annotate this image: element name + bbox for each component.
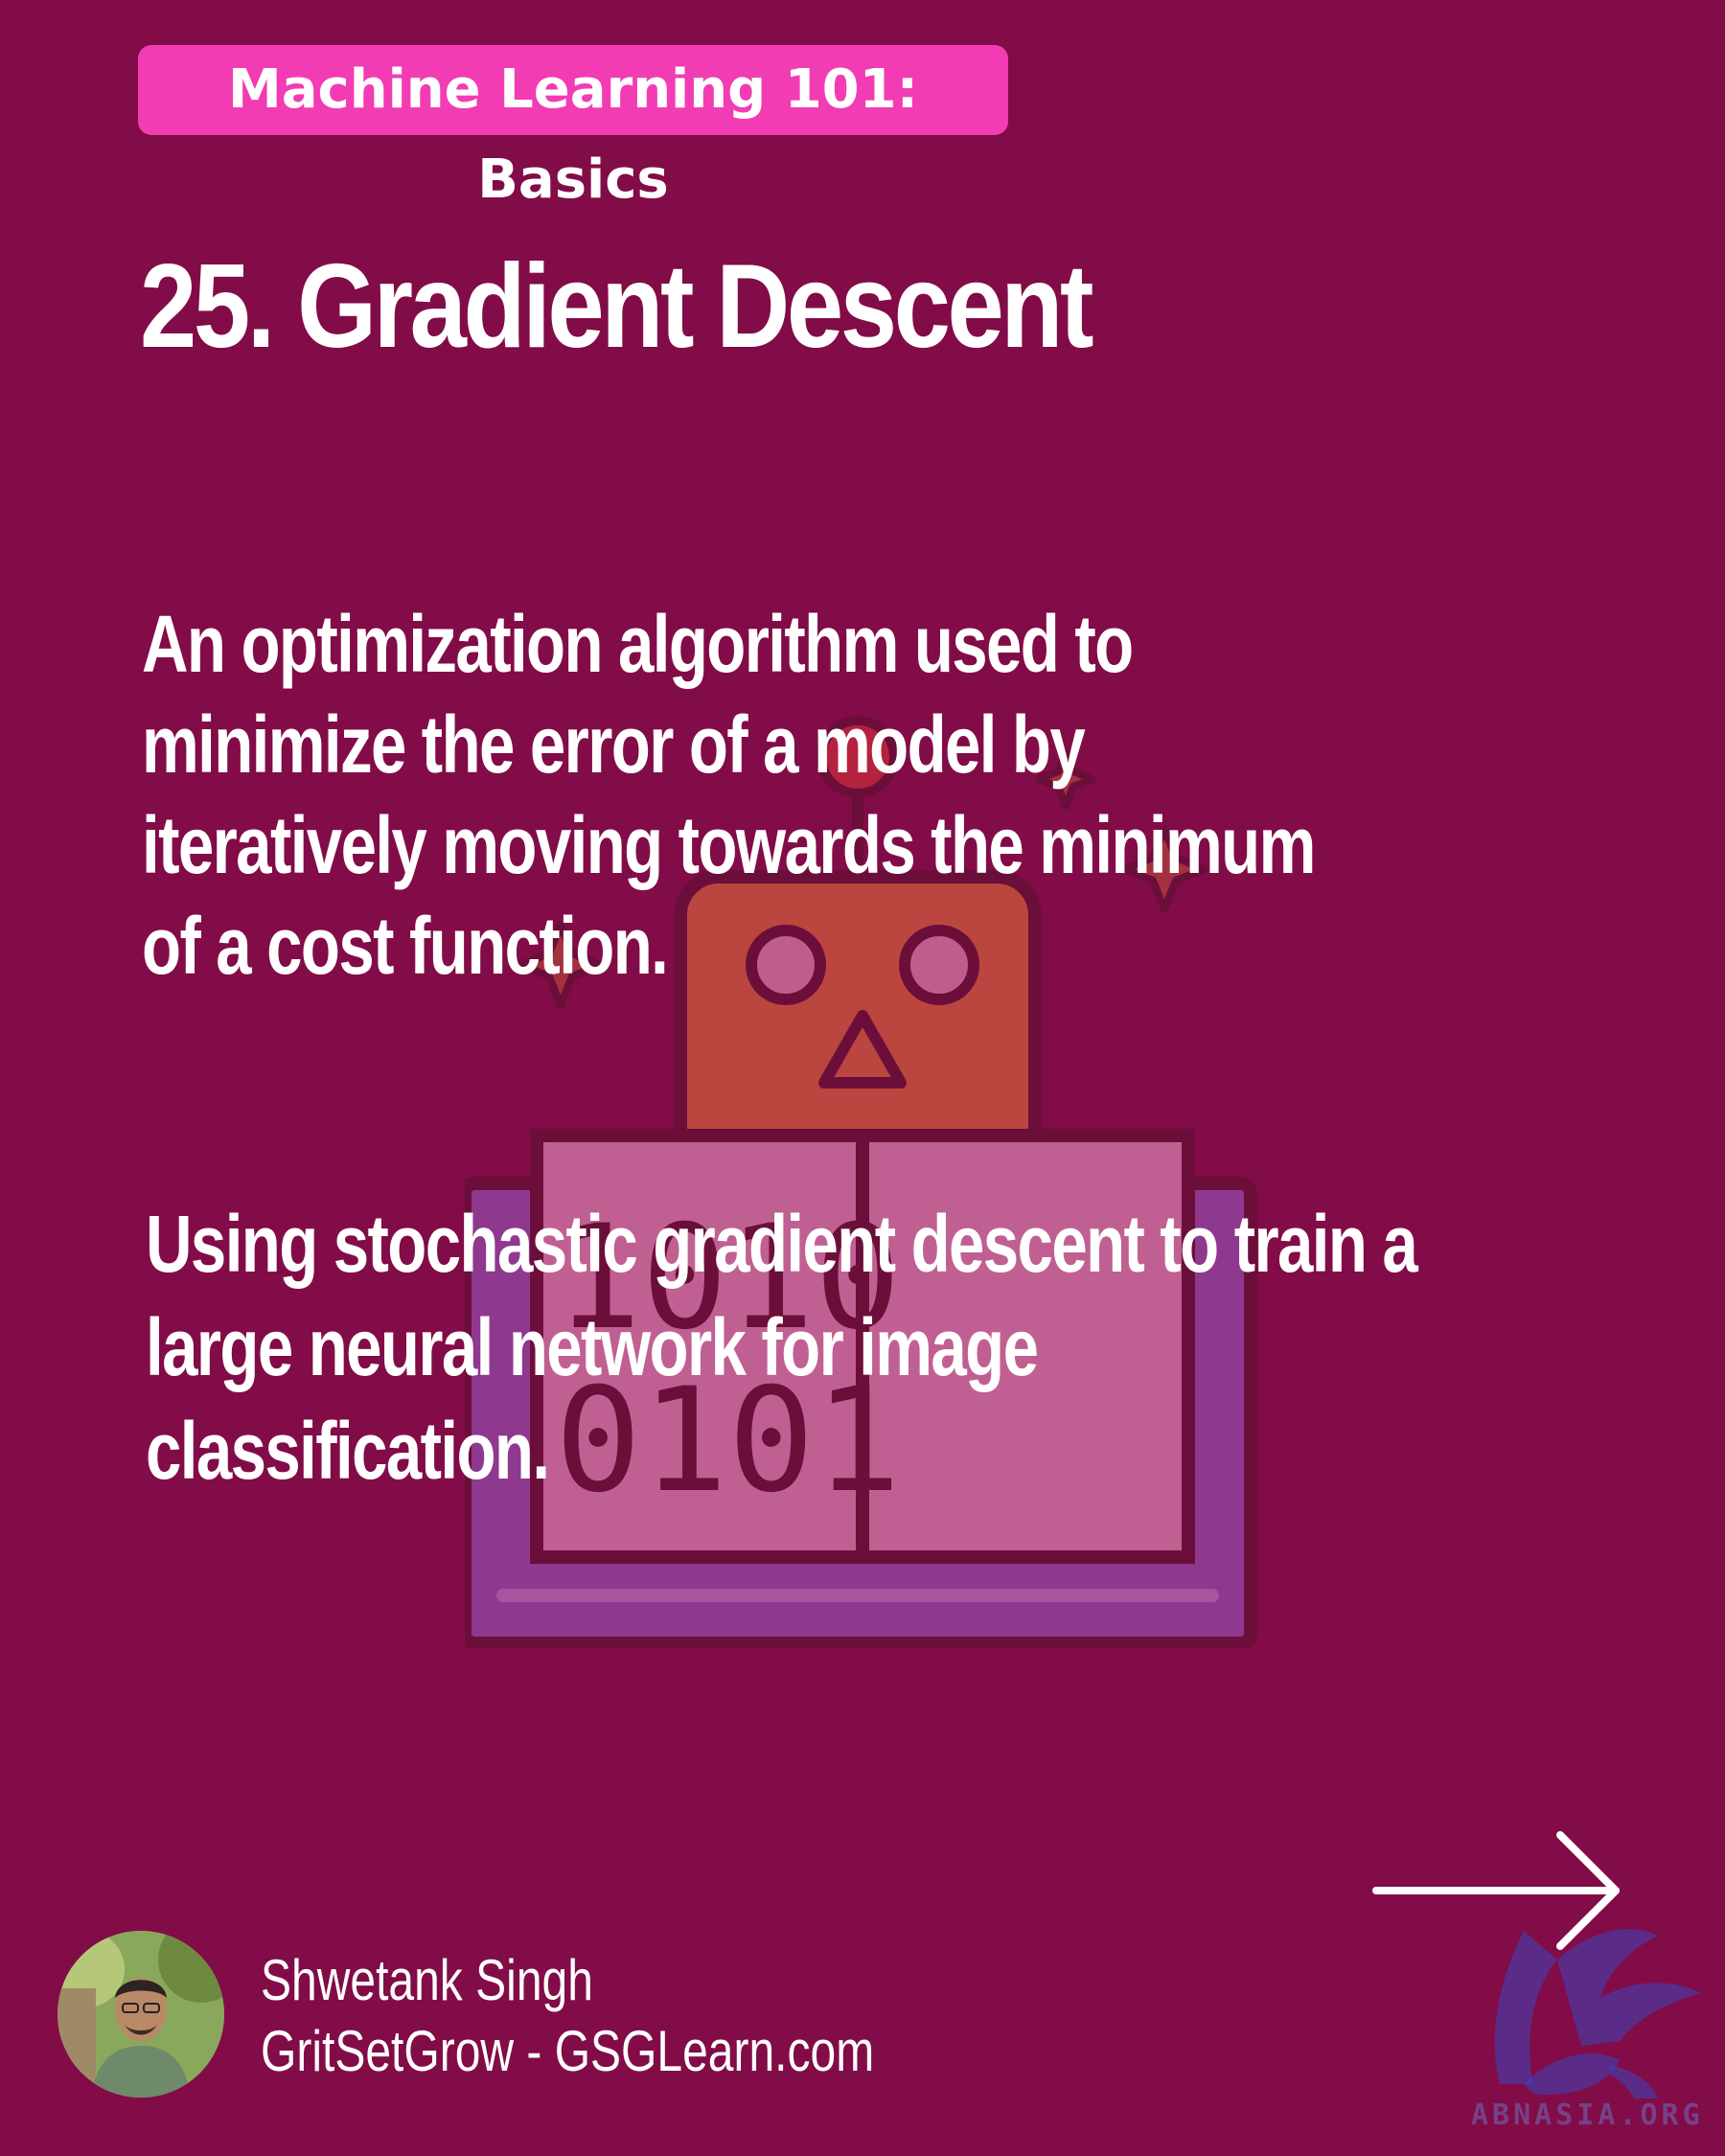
definition-text: An optimization algorithm used to minimi… [142, 594, 1316, 997]
robot-eye-right [899, 925, 979, 1005]
binary-digits: 1010 [555, 1195, 901, 1362]
right-arrow-icon[interactable] [1372, 1828, 1625, 1953]
book-page-left [530, 1129, 869, 1564]
author-name: Shwetank Singh [261, 1948, 593, 2012]
example-line: Using stochastic gradient descent to tra… [146, 1199, 1418, 1289]
example-text: Using stochastic gradient descent to tra… [146, 1192, 1418, 1502]
author-site[interactable]: GritSetGrow - GSGLearn.com [261, 2019, 875, 2083]
example-line: classification. [146, 1406, 550, 1496]
avatar [58, 1931, 224, 2098]
definition-line: minimize the error of a model by [142, 700, 1086, 790]
example-line: large neural network for image [146, 1302, 1039, 1392]
definition-line: of a cost function. [142, 901, 669, 991]
sparkle-icon [1035, 748, 1096, 810]
watermark-logo [1494, 1929, 1701, 2099]
book-page-right [856, 1129, 1195, 1564]
antenna-ball [816, 716, 899, 798]
page-title: 25. Gradient Descent [140, 241, 1094, 373]
sparkle-icon [1120, 825, 1208, 913]
definition-line: iteratively moving towards the minimum [142, 800, 1316, 890]
series-badge: Machine Learning 101: Basics [138, 45, 1008, 211]
sparkle-icon [517, 921, 605, 1009]
binary-digits: 0101 [555, 1358, 901, 1525]
robot-eye-left [746, 925, 826, 1005]
definition-line: An optimization algorithm used to [142, 599, 1134, 689]
robot-nose [818, 1010, 907, 1089]
watermark-text: ABNASIA.ORG [1471, 2099, 1704, 2132]
robot-book-illustration: 1010 0101 [465, 716, 1257, 1648]
